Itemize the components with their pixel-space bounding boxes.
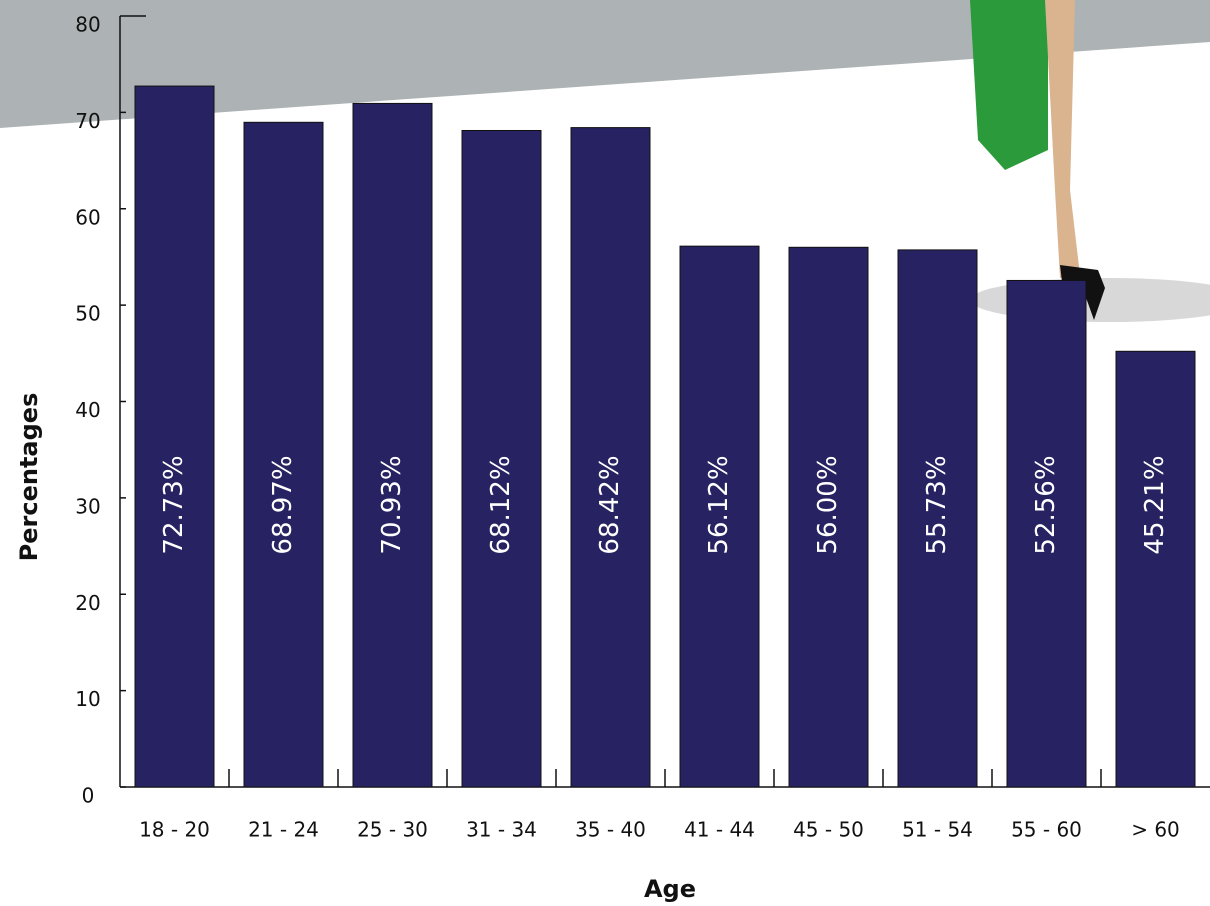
x-tick-label: 45 - 50	[793, 818, 864, 842]
bar	[134, 85, 215, 788]
y-tick-label: 30	[75, 494, 100, 518]
bar	[1115, 350, 1196, 788]
value-label: 56.12%	[704, 455, 734, 554]
bar	[679, 245, 760, 788]
bag-illustration	[970, 0, 1048, 170]
value-label: 56.00%	[813, 455, 843, 554]
y-tick-label: 50	[75, 302, 100, 326]
y-tick-label: 0	[82, 784, 95, 808]
x-tick-label: 21 - 24	[248, 818, 319, 842]
y-tick-label: 40	[75, 398, 100, 422]
bar	[243, 121, 324, 788]
y-axis-title: Percentages	[15, 393, 43, 562]
background-band	[0, 0, 1210, 128]
bar	[570, 127, 651, 788]
bar	[897, 249, 978, 788]
y-tick-label: 60	[75, 205, 100, 229]
x-tick-label: 18 - 20	[139, 818, 210, 842]
shoe-illustration	[1060, 265, 1105, 320]
x-tick-label: 31 - 34	[466, 818, 537, 842]
y-tick-label: 10	[75, 687, 100, 711]
value-label: 68.42%	[595, 455, 625, 554]
x-tick-label: 55 - 60	[1011, 818, 1082, 842]
bar	[461, 129, 542, 788]
bar	[352, 102, 433, 788]
x-tick-label: 41 - 44	[684, 818, 755, 842]
x-axis-title: Age	[644, 875, 696, 903]
value-label: 72.73%	[159, 455, 189, 554]
value-label: 55.73%	[922, 455, 952, 554]
value-label: 68.12%	[486, 455, 516, 554]
x-tick-label: 51 - 54	[902, 818, 973, 842]
bar	[788, 246, 869, 788]
x-tick-label: 25 - 30	[357, 818, 428, 842]
x-tick-label: 35 - 40	[575, 818, 646, 842]
value-label: 45.21%	[1140, 455, 1170, 554]
value-label: 68.97%	[268, 455, 298, 554]
y-tick-label: 70	[75, 109, 100, 133]
leg-illustration	[1045, 0, 1080, 278]
bar	[1006, 279, 1087, 788]
y-tick-label: 80	[75, 13, 100, 37]
y-tick-label: 20	[75, 591, 100, 615]
x-tick-label: > 60	[1131, 818, 1180, 842]
value-label: 52.56%	[1031, 455, 1061, 554]
value-label: 70.93%	[377, 455, 407, 554]
